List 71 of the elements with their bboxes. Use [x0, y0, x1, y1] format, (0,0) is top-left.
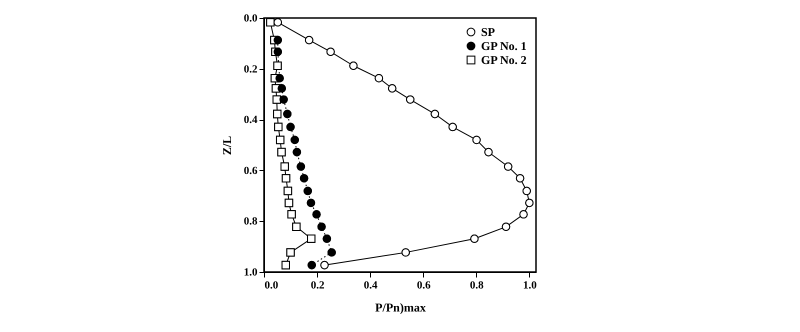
point	[327, 248, 336, 257]
point	[292, 148, 302, 156]
legend-label: GP No. 2	[481, 53, 527, 67]
y-tick-label: 0.0	[244, 12, 258, 24]
point	[273, 110, 282, 118]
point	[448, 122, 457, 132]
point	[522, 186, 531, 196]
point	[274, 122, 283, 132]
point	[472, 136, 481, 144]
x-tick-label: 0.4	[364, 280, 378, 292]
point	[401, 248, 410, 257]
point	[320, 260, 329, 270]
y-tick-label: 0.4	[244, 114, 258, 126]
point	[280, 162, 289, 171]
point	[266, 18, 275, 27]
point	[304, 186, 312, 196]
point	[277, 148, 286, 156]
y-tick-label: 0.2	[244, 63, 258, 76]
legend-label: GP No. 1	[481, 39, 527, 53]
point	[284, 198, 294, 208]
point	[274, 36, 282, 44]
point	[282, 174, 290, 182]
point	[300, 174, 308, 182]
point	[296, 162, 306, 171]
x-tick-label: 1.0	[522, 280, 538, 292]
y-tick-label: 0.6	[244, 164, 258, 177]
legend-label: SP	[481, 25, 496, 39]
x-axis-title: P/Pn)max	[375, 300, 426, 314]
y-tick-label: 0.8	[244, 216, 258, 228]
x-tick-label: 0.2	[310, 280, 325, 292]
point	[287, 210, 296, 219]
point	[430, 110, 440, 118]
point	[307, 234, 316, 243]
point	[283, 110, 292, 118]
point	[406, 95, 414, 104]
y-axis-title: Z/L	[220, 136, 234, 156]
point	[275, 74, 284, 82]
point	[290, 136, 299, 144]
x-tick-label: 0.6	[416, 280, 432, 292]
point	[504, 162, 512, 171]
point	[286, 122, 295, 132]
point	[516, 174, 524, 182]
point	[278, 84, 286, 93]
point	[274, 48, 282, 56]
point	[292, 222, 301, 231]
point	[276, 136, 284, 144]
point	[374, 74, 384, 82]
point	[326, 48, 335, 56]
point	[349, 62, 358, 70]
point	[282, 260, 290, 270]
point	[306, 198, 316, 208]
point	[388, 84, 396, 93]
x-tick-label: 0.0	[264, 280, 279, 292]
point	[274, 18, 282, 27]
point	[317, 222, 326, 231]
point	[272, 95, 281, 104]
point	[312, 210, 321, 219]
point	[484, 148, 493, 156]
point	[525, 198, 534, 208]
point	[470, 234, 479, 243]
point	[308, 260, 316, 270]
x-tick-label: 0.8	[470, 280, 484, 292]
point	[286, 248, 295, 257]
y-tick-label: 1.0	[244, 266, 258, 278]
point	[279, 95, 288, 104]
point	[284, 186, 292, 196]
point	[502, 222, 510, 231]
point	[273, 62, 282, 70]
point	[519, 210, 528, 219]
point	[322, 234, 332, 243]
point	[304, 36, 314, 44]
